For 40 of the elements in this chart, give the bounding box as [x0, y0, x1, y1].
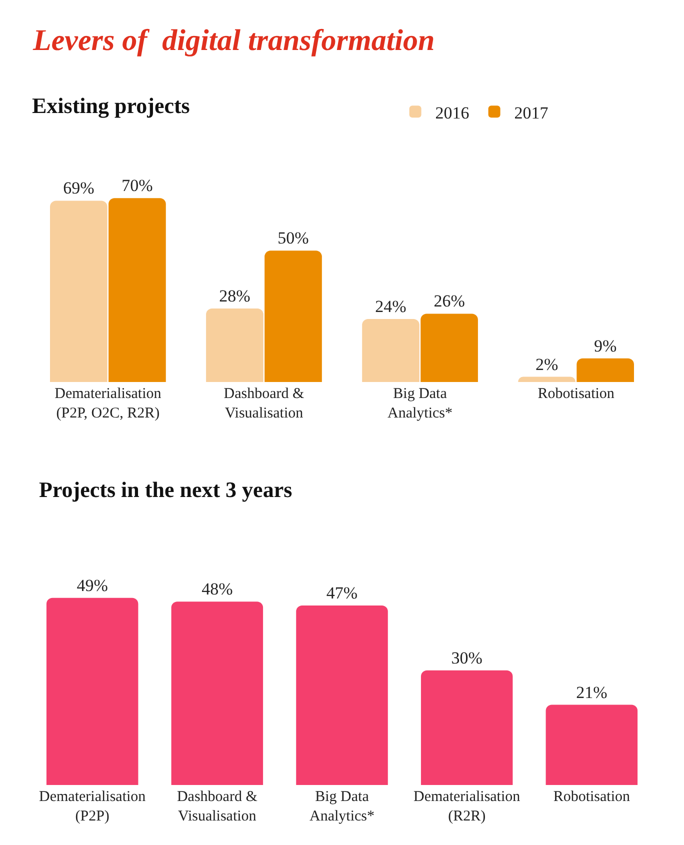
data-label: 30% — [451, 648, 482, 668]
bar — [46, 598, 138, 785]
legend-label: 2017 — [514, 103, 549, 122]
bar — [420, 314, 478, 382]
data-label: 24% — [375, 296, 406, 316]
data-label: 21% — [576, 682, 608, 702]
x-tick-label: Dematerialisation (P2P) — [39, 789, 146, 824]
data-label: 28% — [219, 286, 250, 306]
data-label: 69% — [63, 178, 94, 198]
bar — [576, 358, 634, 382]
chart-title: Levers of digital transformation — [32, 24, 435, 57]
bar — [518, 376, 576, 382]
bar — [420, 670, 513, 785]
x-tick-label: Dashboard & Visualisation — [224, 386, 305, 422]
x-tick-label: Dematerialisation (P2P, O2C, R2R) — [54, 386, 162, 422]
bar — [50, 200, 108, 382]
x-tick-label: Big Data Analytics* — [388, 386, 453, 422]
x-tick-label: Dematerialisation (R2R) — [414, 789, 521, 824]
bar — [296, 605, 388, 785]
data-label: 47% — [326, 583, 358, 602]
data-label: 9% — [594, 336, 617, 356]
bar — [362, 318, 420, 382]
chart-subtitle: Existing projects — [32, 93, 190, 118]
x-tick-label: Big Data Analytics* — [310, 789, 374, 824]
legend-label: 2016 — [435, 103, 470, 122]
x-tick-label: Robotisation — [538, 386, 615, 402]
data-label: 70% — [122, 176, 153, 196]
bar — [108, 198, 166, 382]
bar — [264, 250, 322, 382]
x-tick-label: Dashboard & Visualisation — [176, 789, 258, 824]
data-label: 50% — [278, 228, 309, 248]
bar — [206, 308, 264, 382]
x-tick-label: Robotisation — [553, 789, 630, 805]
chart-title: Projects in the next 3 years — [39, 477, 293, 502]
data-label: 49% — [76, 576, 108, 595]
bar — [171, 602, 264, 785]
data-label: 26% — [434, 292, 465, 311]
bar — [546, 704, 638, 785]
data-label: 2% — [535, 354, 558, 374]
data-label: 48% — [202, 580, 233, 599]
